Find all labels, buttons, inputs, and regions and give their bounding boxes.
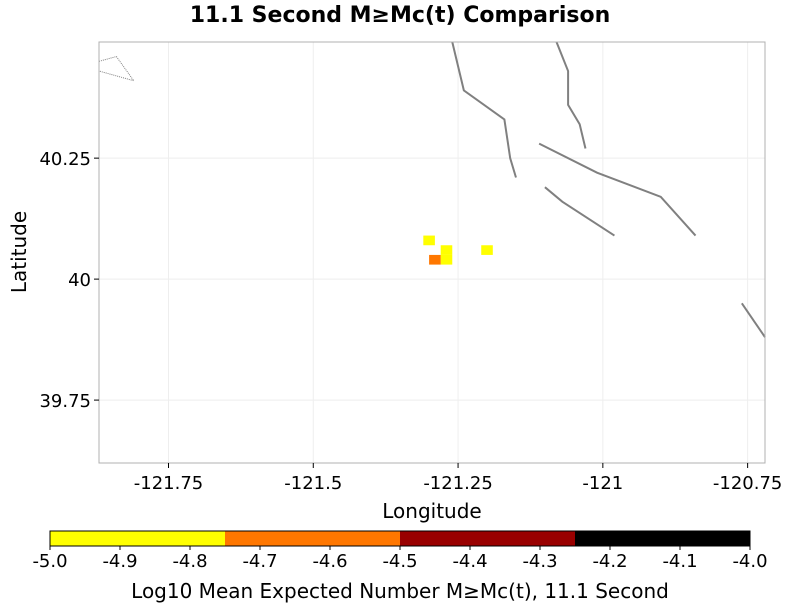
colorbar — [49, 530, 751, 547]
y-tick-label: 40.25 — [39, 149, 91, 170]
fault-trace — [741, 302, 766, 338]
colorbar-bin — [400, 531, 575, 546]
colorbar-bin — [225, 531, 400, 546]
colorbar-ticks: -5.0 -4.9 -4.8 -4.7 -4.6 -4.5 -4.4 -4.3 -4.2 -4.1… — [32, 546, 768, 572]
fault-traces — [98, 41, 766, 338]
colorbar-bin — [575, 531, 750, 546]
colorbar-tick-label: -4.2 — [592, 551, 627, 572]
colorbar-tick-label: -4.9 — [102, 551, 137, 572]
y-tick-label: 40 — [68, 270, 91, 291]
colorbar-tick-label: -4.7 — [242, 551, 277, 572]
colorbar-tick-label: -4.3 — [522, 551, 557, 572]
plot-frame — [98, 41, 766, 464]
heatmap-cell — [440, 245, 453, 255]
colorbar-tick-label: -4.1 — [662, 551, 697, 572]
heatmap-cell — [423, 235, 435, 246]
x-tick-label: -121.5 — [284, 473, 342, 494]
x-tick-label: -121.75 — [134, 473, 203, 494]
plot-area — [98, 41, 766, 464]
heatmap-cell — [440, 254, 453, 265]
x-tick-label: -121.25 — [423, 473, 492, 494]
colorbar-label: Log10 Mean Expected Number M≥Mc(t), 11.1… — [131, 579, 669, 603]
x-tick-label: -121 — [582, 473, 623, 494]
colorbar-tick-label: -4.0 — [732, 551, 767, 572]
x-axis-label: Longitude — [382, 499, 481, 523]
colorbar-tick-label: -4.6 — [312, 551, 347, 572]
heatmap-cell — [481, 245, 493, 255]
colorbar-tick-label: -5.0 — [32, 551, 67, 572]
y-axis-label: Latitude — [7, 211, 31, 293]
fault-trace — [538, 142, 697, 237]
fault-trace — [451, 41, 517, 178]
heatmap-cell — [429, 254, 441, 265]
y-tick-label: 39.75 — [39, 391, 91, 412]
x-tick-label: -120.75 — [713, 473, 782, 494]
fault-trace — [98, 55, 135, 82]
colorbar-tick-label: -4.4 — [452, 551, 487, 572]
colorbar-tick-label: -4.5 — [382, 551, 417, 572]
grid-lines — [99, 42, 765, 463]
fault-trace — [544, 186, 615, 237]
x-axis-ticks: -121.75 -121.5 -121.25 -121 -120.75 — [134, 463, 782, 494]
colorbar-bin — [50, 531, 225, 546]
heatmap-cells — [423, 235, 493, 265]
chart-title: 11.1 Second M≥Mc(t) Comparison — [190, 3, 611, 28]
plot-background — [99, 42, 765, 463]
y-axis-ticks: 39.75 40 40.25 — [39, 149, 99, 412]
fault-trace — [555, 41, 587, 149]
colorbar-tick-label: -4.8 — [172, 551, 207, 572]
